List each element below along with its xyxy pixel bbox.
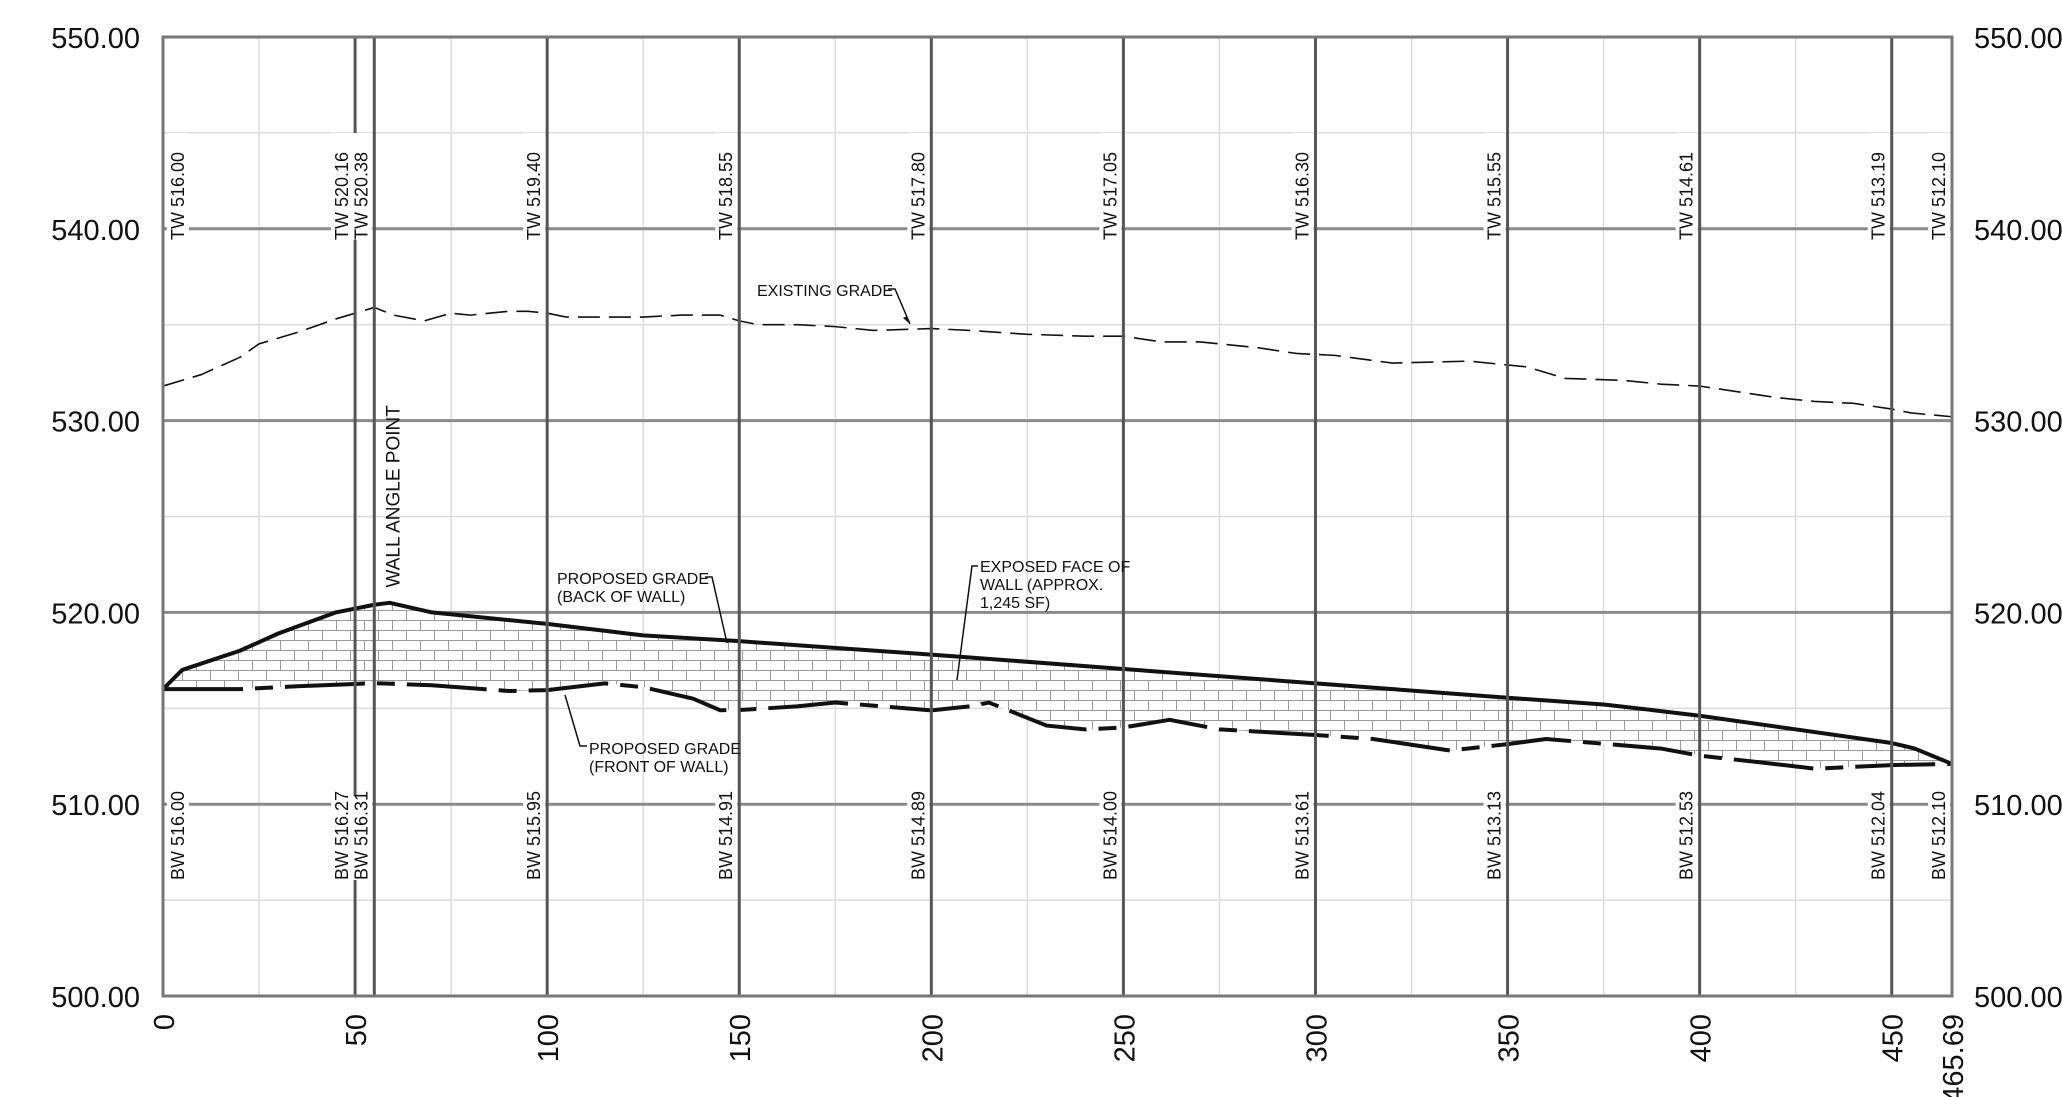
brick-hatch-area: [163, 602, 1952, 769]
station-tick-label: 350: [1494, 1014, 1526, 1062]
label-mask: [1099, 133, 1122, 240]
elevation-label-right: 530.00: [1974, 407, 2062, 439]
bottom-of-wall-label: BW 512.04: [1869, 791, 1889, 880]
station-tick-label: 50: [341, 1014, 373, 1046]
label-mask: [715, 133, 738, 240]
exposed-face-note: 1,245 SF): [980, 595, 1050, 612]
elevation-label-left: 530.00: [51, 407, 140, 439]
label-mask: [1675, 133, 1698, 240]
top-of-wall-label: TW 518.55: [716, 152, 736, 240]
label-mask: [1483, 133, 1506, 240]
elevation-label-left: 520.00: [51, 598, 140, 630]
label-mask: [1928, 796, 1950, 880]
leader-arrow: [903, 316, 910, 324]
top-of-wall-label: TW 515.55: [1485, 152, 1505, 240]
label-mask: [1867, 796, 1890, 880]
station-tick-label: 200: [917, 1014, 949, 1062]
bottom-of-wall-label: BW 512.10: [1929, 791, 1949, 880]
top-of-wall-label: TW 519.40: [524, 152, 544, 240]
label-mask: [907, 796, 930, 880]
label-mask: [1483, 796, 1506, 880]
station-tick-label: 250: [1109, 1014, 1141, 1062]
top-of-wall-label: TW 520.38: [351, 152, 371, 240]
station-tick-label: 465.69: [1938, 1014, 1970, 1097]
bottom-of-wall-label: BW 514.91: [716, 791, 736, 880]
label-mask: [907, 133, 930, 240]
label-mask: [350, 133, 373, 240]
label-mask: [715, 796, 738, 880]
proposed-back-note: (BACK OF WALL): [557, 589, 685, 606]
wall-angle-point-note: WALL ANGLE POINT: [383, 405, 404, 588]
label-mask: [1675, 796, 1698, 880]
existing-grade-note: EXISTING GRADE: [757, 283, 893, 300]
bottom-of-wall-label: BW 514.00: [1100, 791, 1120, 880]
station-tick-label: 300: [1301, 1014, 1333, 1062]
bottom-of-wall-label: BW 512.53: [1677, 791, 1697, 880]
leader-line: [956, 565, 978, 681]
elevation-label-right: 520.00: [1974, 598, 2062, 630]
station-tick-label: 0: [149, 1014, 181, 1030]
major-grid: [163, 227, 1952, 806]
label-mask: [1291, 133, 1314, 240]
proposed-back-note: PROPOSED GRADE: [557, 571, 709, 588]
station-tick-label: 100: [533, 1014, 565, 1062]
label-mask: [167, 796, 189, 880]
label-mask: [331, 133, 354, 240]
elevation-tick-labels: 500.00 500.00 510.00 510.00 520.00 520.00 530.…: [51, 23, 2062, 1014]
elevation-label-left: 550.00: [51, 23, 140, 55]
label-mask: [350, 796, 373, 880]
elevation-label-left: 500.00: [51, 982, 140, 1014]
proposed-front-note: PROPOSED GRADE: [589, 741, 741, 758]
elevation-label-right: 550.00: [1974, 23, 2062, 55]
leader-line: [888, 288, 911, 325]
bottom-of-wall-label: BW 514.89: [908, 791, 928, 880]
exposed-wall-face-hatch: [163, 602, 1952, 769]
station-tick-label: 450: [1878, 1014, 1910, 1062]
elevation-label-right: 540.00: [1974, 215, 2062, 247]
label-mask: [167, 133, 189, 240]
label-mask: [1867, 133, 1890, 240]
top-of-wall-label: TW 520.16: [332, 152, 352, 240]
label-mask: [523, 796, 546, 880]
tw-bw-labels: TW 516.00 BW 516.00 TW 520.16 BW 516.27 TW 5…: [167, 133, 1950, 880]
top-of-wall-label: TW 517.80: [908, 152, 928, 240]
station-tick-label: 400: [1686, 1014, 1718, 1062]
elevation-label-left: 510.00: [51, 790, 140, 822]
leader-line: [564, 694, 587, 747]
top-of-wall-label: TW 516.30: [1292, 152, 1312, 240]
exposed-face-note: EXPOSED FACE OF: [980, 559, 1130, 576]
series-line: [162, 306, 1953, 418]
bottom-of-wall-label: BW 513.13: [1485, 791, 1505, 880]
plot-frame: [161, 35, 1954, 998]
elevation-label-right: 510.00: [1974, 790, 2062, 822]
leader-line: [705, 576, 728, 644]
station-tick-label: 150: [725, 1014, 757, 1062]
bottom-of-wall-label: BW 513.61: [1292, 791, 1312, 880]
label-mask: [1928, 133, 1950, 240]
elevation-label-left: 540.00: [51, 215, 140, 247]
bottom-of-wall-label: BW 515.95: [524, 791, 544, 880]
station-tick-labels: 0 50 100 150 200 250 300 350 400 450 465.69: [149, 1014, 1970, 1097]
series-line: [163, 681, 1953, 771]
top-of-wall-label: TW 513.19: [1869, 152, 1889, 240]
minor-grid: [163, 37, 1952, 996]
elevation-label-right: 500.00: [1974, 982, 2062, 1014]
bottom-of-wall-label: BW 516.27: [332, 791, 352, 880]
label-mask: [523, 133, 546, 240]
label-mask: [1099, 796, 1122, 880]
top-of-wall-label: TW 512.10: [1929, 152, 1949, 240]
label-mask: [1291, 796, 1314, 880]
top-of-wall-label: TW 514.61: [1677, 152, 1697, 240]
bottom-of-wall-label: BW 516.00: [168, 791, 188, 880]
label-mask: [331, 796, 354, 880]
exposed-face-note: WALL (APPROX.: [980, 577, 1103, 594]
top-of-wall-label: TW 517.05: [1100, 152, 1120, 240]
proposed-front-note: (FRONT OF WALL): [589, 759, 729, 776]
top-of-wall-label: TW 516.00: [168, 152, 188, 240]
bottom-of-wall-label: BW 516.31: [351, 791, 371, 880]
callout-notes: WALL ANGLE POINT EXISTING GRADE PROPOSED G…: [383, 283, 1130, 776]
